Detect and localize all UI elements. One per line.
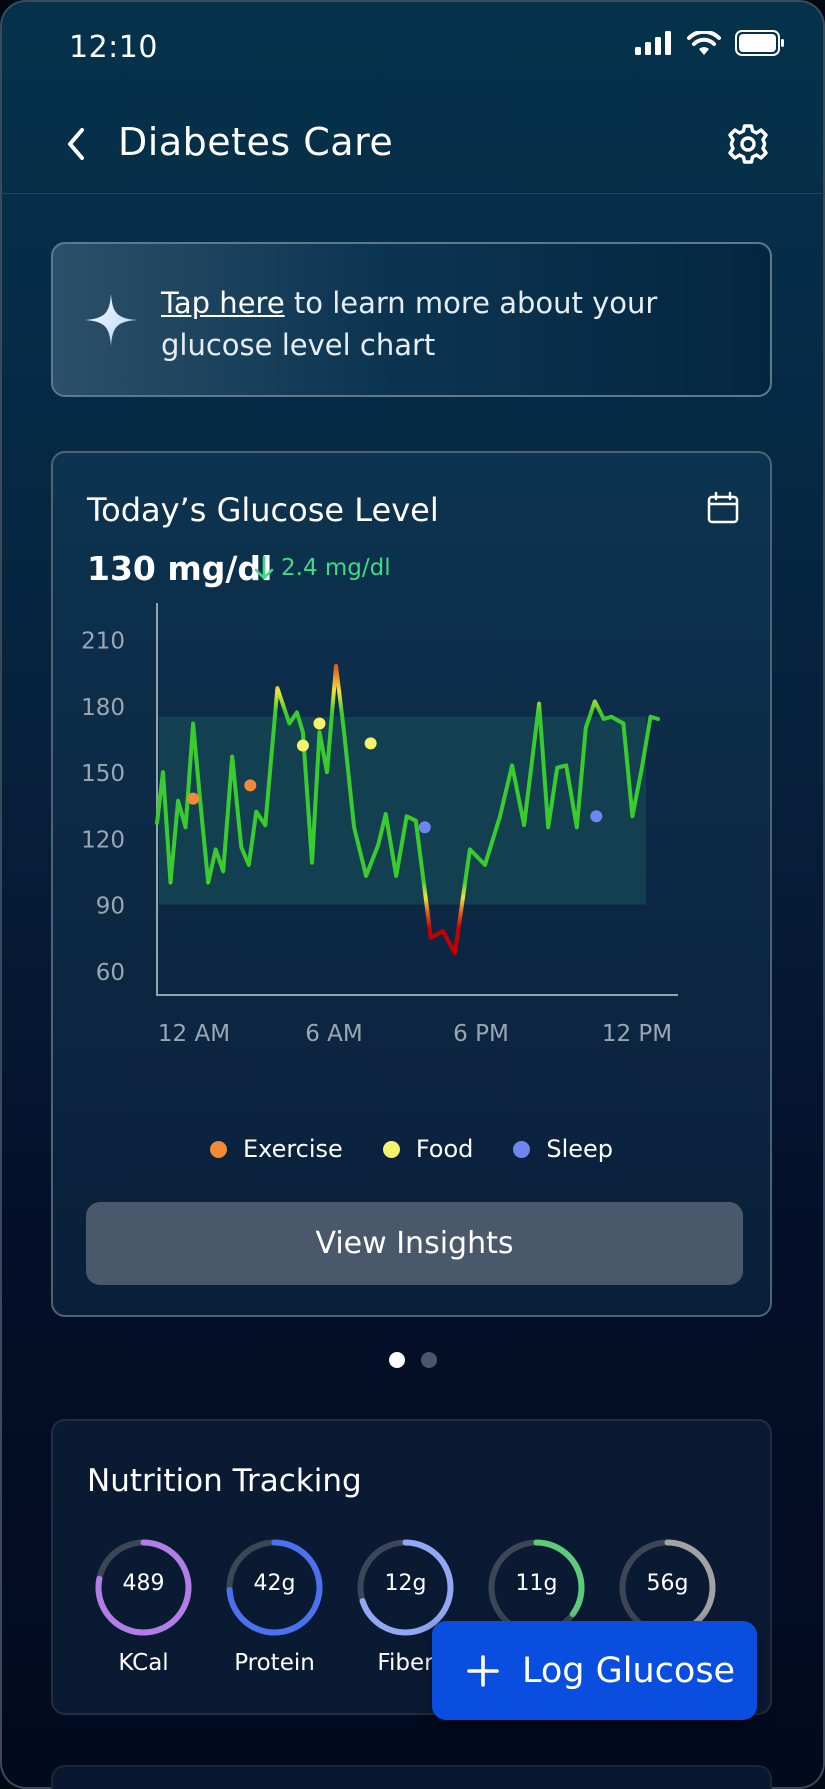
x-tick-label: 12 PM (602, 1021, 672, 1043)
ring-label: KCal (118, 1650, 169, 1676)
marker-sleep[interactable] (590, 810, 603, 823)
glucose-trend: 2.4 mg/dl (253, 555, 391, 581)
page-title: Diabetes Care (118, 120, 394, 164)
header-divider (0, 193, 825, 194)
pager-dot[interactable] (388, 1352, 405, 1368)
current-glucose-value: 130 mg/dl (87, 549, 273, 588)
legend-label: Exercise (242, 1135, 343, 1163)
next-card-peek (51, 1765, 772, 1789)
ring-value: 11g (515, 1571, 558, 1596)
legend-dot (513, 1140, 531, 1158)
progress-ring (95, 1539, 192, 1636)
trend-value: 2.4 mg/dl (281, 555, 391, 581)
progress-ring (357, 1539, 454, 1636)
glucose-line-chart: 210 180 150 120 90 60 12 AM 6 AM 6 PM 12 PM (81, 603, 678, 1043)
view-insights-button[interactable]: View Insights (86, 1202, 743, 1285)
marker-food[interactable] (296, 739, 309, 752)
nutrition-ring-fiber[interactable]: 12g Fiber (355, 1537, 456, 1676)
nutrition-tracking-card: Nutrition Tracking 489 KCal 42g Protein 12g F… (51, 1419, 772, 1715)
sparkle-icon (85, 294, 137, 346)
carousel-pager (0, 1352, 825, 1368)
y-tick-label: 120 (81, 827, 125, 853)
legend-dot (209, 1140, 227, 1158)
ring-value: 42g (253, 1571, 296, 1596)
legend-item-sleep: Sleep (513, 1135, 613, 1163)
legend-item-food: Food (382, 1135, 474, 1163)
status-icons (635, 30, 785, 56)
y-tick-label: 90 (96, 894, 125, 920)
marker-sleep[interactable] (418, 821, 431, 834)
wifi-icon (687, 30, 721, 55)
y-tick-label: 150 (81, 761, 125, 787)
marker-food[interactable] (364, 737, 377, 750)
marker-exercise[interactable] (244, 779, 257, 792)
x-tick-label: 12 AM (158, 1021, 230, 1043)
y-tick-label: 180 (81, 695, 125, 721)
log-glucose-label: Log Glucose (522, 1650, 736, 1691)
ring-value: 56g (646, 1571, 689, 1596)
ring-value: 12g (384, 1571, 427, 1596)
marker-food[interactable] (313, 717, 326, 730)
glucose-card-title: Today’s Glucose Level (87, 491, 439, 529)
back-chevron-icon[interactable] (62, 124, 92, 164)
status-time: 12:10 (69, 30, 158, 65)
tap-here-link[interactable]: Tap here (161, 286, 285, 320)
chart-legend: Exercise Food Sleep (53, 1135, 770, 1163)
pager-dot[interactable] (420, 1352, 437, 1368)
tip-message: to learn more about your glucose level c… (161, 286, 658, 362)
nutrition-title: Nutrition Tracking (87, 1463, 362, 1499)
legend-label: Food (415, 1135, 474, 1163)
arrow-down-icon (254, 555, 274, 580)
y-tick-label: 210 (81, 629, 125, 655)
log-glucose-button[interactable]: Log Glucose (432, 1621, 757, 1720)
x-tick-label: 6 PM (453, 1021, 509, 1043)
glucose-chart-tip-card[interactable]: Tap here to learn more about your glucos… (51, 242, 772, 397)
cellular-signal-icon (635, 31, 671, 55)
calendar-icon[interactable] (706, 491, 740, 525)
glucose-series-line (155, 664, 660, 956)
y-tick-label: 60 (96, 960, 125, 986)
ring-label: Protein (234, 1650, 315, 1676)
ring-label: Fiber (377, 1650, 434, 1676)
nutrition-ring-protein[interactable]: 42g Protein (224, 1537, 325, 1676)
glucose-level-card: Today’s Glucose Level 130 mg/dl 2.4 mg/d… (51, 451, 772, 1317)
x-tick-label: 6 AM (305, 1021, 363, 1043)
target-range-band (159, 716, 646, 905)
ring-value: 489 (122, 1571, 165, 1596)
battery-icon (735, 30, 784, 56)
progress-ring (226, 1539, 323, 1636)
nutrition-ring-kcal[interactable]: 489 KCal (93, 1537, 194, 1676)
plus-icon (467, 1654, 499, 1687)
marker-exercise[interactable] (187, 792, 200, 805)
legend-dot (382, 1140, 400, 1158)
gear-icon[interactable] (726, 122, 770, 166)
legend-label: Sleep (546, 1135, 614, 1163)
legend-item-exercise: Exercise (209, 1135, 343, 1163)
tip-text: Tap here to learn more about your glucos… (161, 282, 741, 366)
